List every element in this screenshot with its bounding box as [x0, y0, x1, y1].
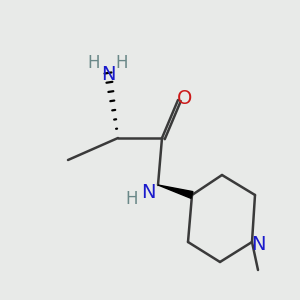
Polygon shape — [158, 185, 193, 198]
Text: N: N — [141, 184, 155, 202]
Text: O: O — [177, 88, 193, 107]
Text: H: H — [116, 54, 128, 72]
Text: N: N — [101, 65, 115, 85]
Text: H: H — [88, 54, 100, 72]
Text: H: H — [126, 190, 138, 208]
Text: N: N — [251, 235, 265, 254]
